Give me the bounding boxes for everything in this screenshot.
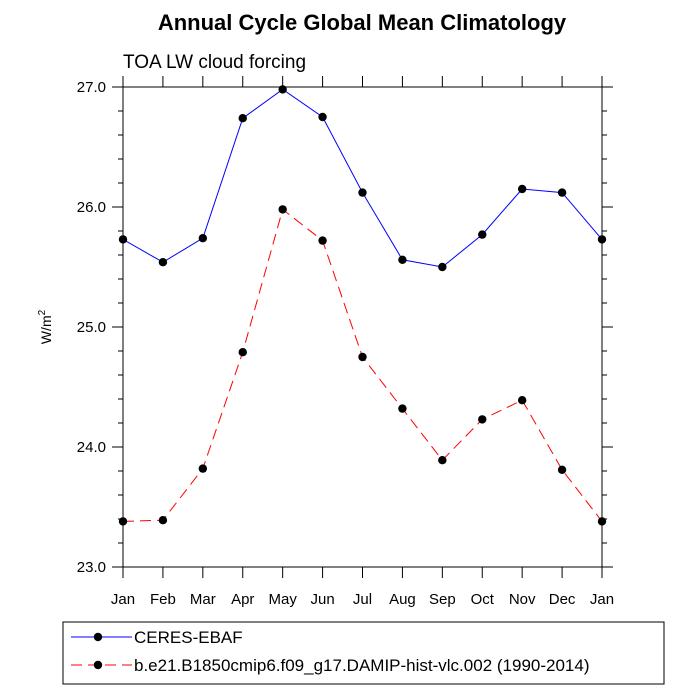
data-point xyxy=(198,234,208,243)
data-point xyxy=(557,188,567,197)
data-point xyxy=(358,352,367,362)
data-point xyxy=(158,516,168,525)
data-point xyxy=(398,404,407,413)
data-point xyxy=(438,262,447,272)
x-tick-label: Aug xyxy=(389,591,416,608)
legend-box xyxy=(62,621,665,685)
legend-label: CERES-EBAF xyxy=(134,628,243,647)
plot-frame xyxy=(122,86,603,568)
x-ticks: Jan Feb Mar Apr May Jun Jul Aug Sep Oct Nov Dec Jan xyxy=(111,76,614,608)
x-tick-label: Nov xyxy=(509,591,536,608)
data-point xyxy=(517,184,527,194)
x-tick-label: Apr xyxy=(231,591,254,608)
x-tick-label: Sep xyxy=(429,591,456,608)
x-tick-label: Mar xyxy=(190,591,216,608)
data-point xyxy=(198,464,208,473)
x-tick-label: Feb xyxy=(150,591,176,608)
series-line xyxy=(122,208,603,522)
data-point xyxy=(318,236,327,245)
data-point xyxy=(517,396,527,405)
data-point xyxy=(318,112,327,122)
x-tick-label: Jun xyxy=(310,591,334,608)
y-ticks: 23.0 24.0 25.0 26.0 27.0 xyxy=(77,79,613,576)
data-point xyxy=(358,188,367,197)
y-tick-label: 23.0 xyxy=(77,559,106,576)
data-point xyxy=(278,205,287,214)
data-point xyxy=(557,465,567,474)
series-line xyxy=(122,88,603,268)
data-point xyxy=(238,114,247,123)
y-axis-label-unit: W/m xyxy=(38,315,54,344)
data-point xyxy=(118,517,128,526)
data-point xyxy=(597,235,607,244)
legend-label: b.e21.B1850cmip6.f09_g17.DAMIP-hist-vlc.… xyxy=(134,656,590,675)
y-tick-label: 26.0 xyxy=(77,199,106,216)
data-point xyxy=(118,235,128,244)
series-2 xyxy=(118,205,607,526)
x-tick-label: Jan xyxy=(590,591,614,608)
y-tick-label: 24.0 xyxy=(77,439,106,456)
data-point xyxy=(278,85,287,94)
x-tick-label: Jul xyxy=(353,591,372,608)
x-tick-label: Dec xyxy=(549,591,576,608)
legend: CERES-EBAF b.e21.B1850cmip6.f09_g17.DAMIP… xyxy=(62,621,665,685)
chart-title: Annual Cycle Global Mean Climatology xyxy=(158,10,567,35)
data-point xyxy=(398,255,407,264)
chart-subtitle: TOA LW cloud forcing xyxy=(123,52,306,73)
x-tick-label: Jan xyxy=(111,591,135,608)
series-layer xyxy=(118,85,607,526)
y-tick-label: 25.0 xyxy=(77,319,106,336)
legend-item: CERES-EBAF xyxy=(71,628,243,647)
x-tick-label: May xyxy=(268,591,297,608)
series-1 xyxy=(118,85,607,272)
data-point xyxy=(478,415,487,424)
legend-marker xyxy=(93,632,103,642)
x-tick-label: Oct xyxy=(471,591,495,608)
data-point xyxy=(238,348,247,357)
y-tick-label: 27.0 xyxy=(77,79,106,96)
y-axis-label: W/m2 xyxy=(37,309,54,344)
data-point xyxy=(438,456,447,465)
data-point xyxy=(158,258,168,267)
data-point xyxy=(478,230,487,239)
legend-items: CERES-EBAF b.e21.B1850cmip6.f09_g17.DAMIP… xyxy=(71,628,590,675)
legend-marker xyxy=(93,660,103,670)
legend-item: b.e21.B1850cmip6.f09_g17.DAMIP-hist-vlc.… xyxy=(71,656,590,675)
y-axis-label-exponent: 2 xyxy=(37,309,48,315)
data-point xyxy=(597,517,607,526)
